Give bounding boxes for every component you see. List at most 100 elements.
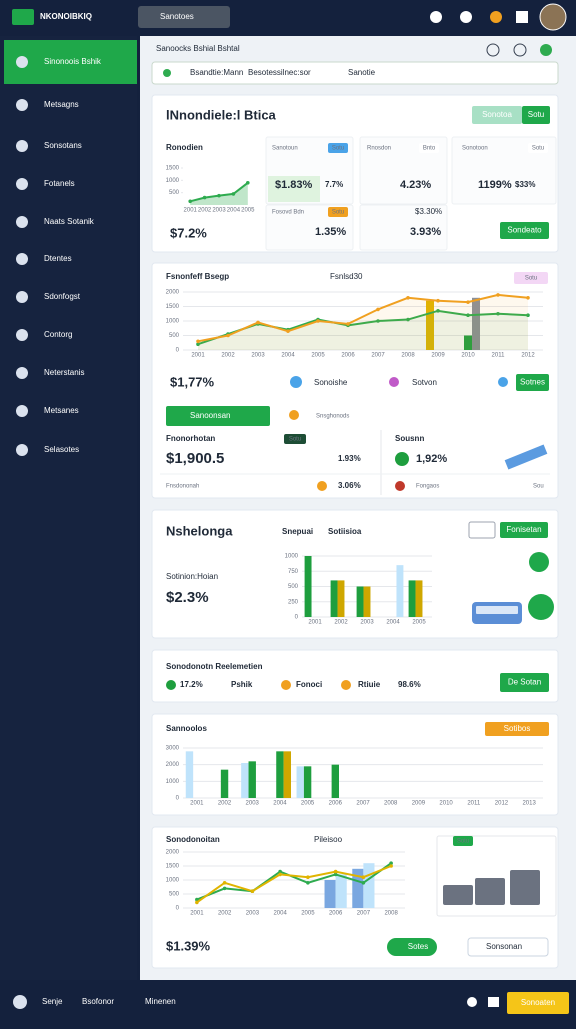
tag (485, 722, 549, 736)
footer-link[interactable]: Senje (42, 997, 63, 1006)
report-item: Rtiuie (358, 680, 381, 689)
button[interactable] (387, 938, 437, 956)
point (376, 319, 380, 323)
tile (451, 136, 557, 205)
point (196, 342, 200, 347)
nav-item[interactable]: Neterstanis (44, 368, 84, 377)
point (389, 861, 393, 865)
tile-tag-label: Bnto (423, 146, 436, 152)
y-tick-label: 1000 (285, 554, 299, 560)
x-tick-label: 2008 (384, 801, 398, 807)
filter: Besotessilnec:sor (248, 68, 311, 77)
point (436, 298, 440, 303)
button-label: Sonsonan (486, 942, 522, 951)
tile-tag-label: Sotu (332, 210, 344, 216)
header-icon[interactable] (486, 43, 500, 57)
nav-icon (16, 444, 28, 456)
bar (408, 580, 416, 617)
point (306, 875, 310, 879)
tag (514, 272, 548, 284)
button[interactable] (467, 937, 549, 957)
tile-value: $1.83% (275, 179, 313, 191)
filter: Bsandtie:Mann (190, 68, 243, 77)
alerts-icon[interactable] (490, 11, 502, 23)
x-tick-label: 2001 (190, 801, 204, 807)
stat-label: Sotvon (412, 378, 437, 387)
train-window (476, 606, 518, 614)
button[interactable] (500, 222, 549, 239)
nav-icon (16, 99, 28, 111)
card (151, 262, 559, 499)
tile-tag (419, 143, 439, 153)
tag-label: Sotu (457, 839, 469, 845)
nav-icon (16, 140, 28, 152)
bar (337, 580, 345, 617)
report-item: 17.2% (180, 680, 203, 689)
tile-value: 1199% (478, 179, 512, 191)
nav-item[interactable]: Metsanes (44, 406, 79, 415)
tag (284, 434, 306, 444)
action-icon (529, 552, 549, 572)
point (278, 872, 282, 877)
report-item: Fonoci (296, 680, 322, 689)
tag-label: Sotu (289, 437, 301, 443)
truck-image (510, 870, 540, 905)
nav-item[interactable]: Dtentes (44, 254, 72, 263)
tag (453, 836, 473, 846)
nav-item[interactable]: Contorg (44, 330, 72, 339)
button[interactable] (500, 673, 549, 692)
footer-icon (467, 997, 477, 1007)
bar (283, 751, 291, 798)
tab[interactable] (166, 406, 270, 426)
button[interactable] (516, 374, 549, 391)
nav-item[interactable]: Sdonfogst (44, 292, 81, 301)
footer-link[interactable]: Minenen (145, 997, 176, 1006)
header-icon (540, 44, 552, 56)
bar (426, 300, 434, 350)
point (361, 875, 366, 879)
filter-button[interactable] (472, 106, 522, 124)
nav-item[interactable]: Sinonoois Bshik (44, 57, 102, 66)
messages-icon[interactable] (460, 11, 472, 23)
tab-icon (289, 410, 299, 420)
x-tick-label: 2007 (371, 353, 385, 359)
note-value: 3.06% (338, 481, 361, 490)
nav-item[interactable]: Selasotes (44, 445, 79, 454)
notification-icon[interactable] (430, 11, 442, 23)
tab-label: Snsghonods (316, 414, 349, 420)
chart-title: Snepuai (282, 527, 313, 536)
search-box[interactable] (138, 6, 230, 28)
tile-tag-label: Sotu (532, 146, 544, 152)
bar (352, 868, 364, 908)
tile-value: 4.23% (400, 179, 431, 191)
y-tick-label: 0 (176, 348, 180, 354)
point (222, 886, 227, 891)
button[interactable] (507, 992, 569, 1014)
metric-value: 1,92% (416, 453, 447, 465)
chart-title: Sonodonoitan (166, 835, 220, 844)
footer-link[interactable]: Bsofonor (82, 997, 114, 1006)
calendar-icon[interactable] (516, 11, 528, 23)
nav-item[interactable]: Fotanels (44, 179, 75, 188)
report-item: 98.6% (398, 680, 421, 689)
link[interactable]: Sou (533, 484, 544, 490)
footer-icon (488, 997, 499, 1007)
header-icon[interactable] (513, 43, 527, 57)
y-tick-label: 1000 (166, 178, 180, 184)
nav-item[interactable]: Metsagns (44, 100, 79, 109)
y-tick-label: 500 (169, 333, 180, 339)
tag-label: Sotu (525, 276, 537, 282)
bar (304, 556, 312, 617)
button[interactable] (468, 521, 496, 539)
nav-item[interactable]: Sonsotans (44, 141, 82, 150)
x-tick-label: 2010 (461, 353, 475, 359)
avatar[interactable] (539, 3, 567, 31)
button[interactable] (522, 106, 550, 124)
nav-item[interactable]: Naats Sotanik (44, 217, 95, 226)
x-tick-label: 2005 (301, 911, 315, 917)
point (496, 311, 500, 316)
button-label: De Sotan (508, 678, 541, 687)
tile-highlight (268, 176, 320, 202)
button[interactable] (500, 522, 548, 538)
